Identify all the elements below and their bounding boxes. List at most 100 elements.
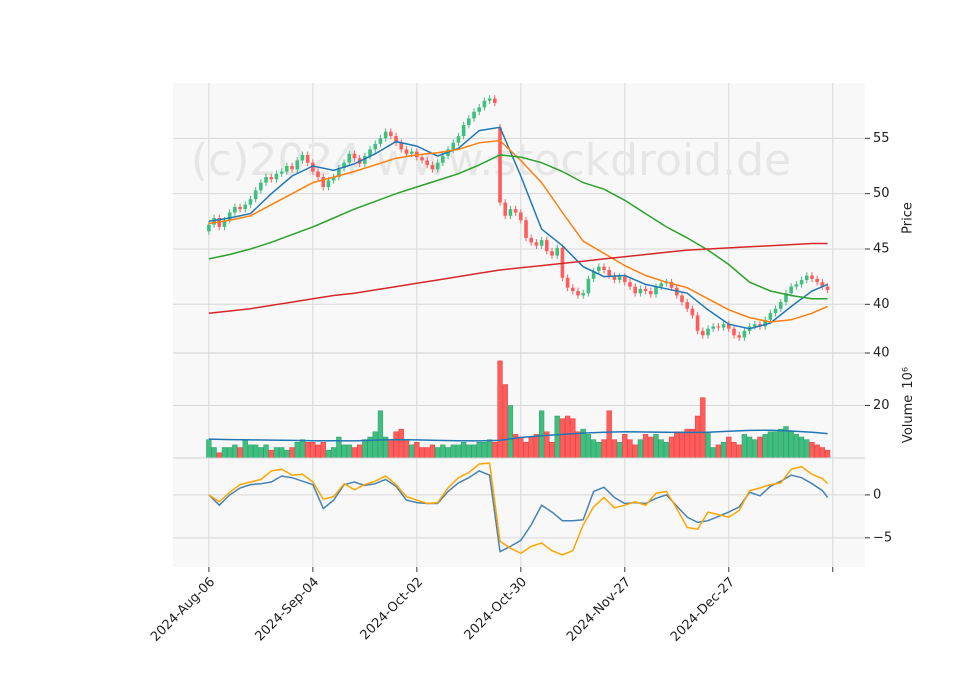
candle-body: [711, 326, 715, 329]
y-tick-label: 55: [873, 131, 890, 146]
candle-body: [253, 190, 258, 200]
candle-body: [633, 286, 637, 294]
x-tick-label: 2024-Sep-04: [252, 575, 322, 645]
volume-bar: [419, 447, 425, 459]
volume-bar: [767, 431, 774, 459]
volume-bar: [206, 439, 212, 459]
volume-bar: [502, 384, 508, 459]
candle-body: [467, 118, 471, 126]
volume-bar: [705, 431, 711, 459]
candle-body: [607, 270, 612, 276]
volume-bar: [632, 444, 638, 459]
candle-body: [441, 156, 445, 163]
volume-bar: [824, 449, 831, 459]
candle-body: [363, 156, 367, 164]
x-tick-label: 2024-Oct-30: [462, 575, 530, 643]
volume-bar: [263, 444, 269, 459]
candle-body: [513, 209, 518, 213]
volume-bar: [741, 434, 748, 459]
candle-body: [373, 143, 378, 150]
candle-body: [778, 302, 783, 309]
candle-body: [461, 125, 466, 137]
candle-body: [222, 220, 227, 227]
marks: [206, 95, 831, 556]
candle-body: [815, 278, 819, 283]
volume-bar: [549, 442, 555, 459]
candle-body: [752, 324, 757, 327]
candle-body: [623, 276, 627, 283]
volume-bar: [247, 444, 254, 459]
candle-body: [305, 154, 310, 163]
price-axis-label: Price: [901, 202, 916, 234]
volume-bar: [814, 444, 820, 459]
candle-body: [420, 157, 424, 161]
volume-bar: [648, 436, 654, 459]
volume-bar: [533, 434, 540, 459]
volume-bar: [388, 439, 394, 459]
volume-bar: [460, 442, 467, 459]
volume-bar: [819, 447, 826, 459]
indicator-line: [208, 470, 829, 553]
candle-body: [690, 308, 695, 316]
candle-body: [430, 164, 435, 170]
volume-bar: [408, 444, 415, 459]
candle-body: [732, 328, 736, 336]
volume-bar: [476, 442, 482, 459]
candle-body: [638, 288, 643, 294]
volume-bar: [492, 442, 498, 459]
candle-body: [316, 171, 320, 178]
volume-bar: [700, 397, 706, 459]
volume-bar: [622, 434, 628, 459]
volume-bar: [606, 410, 612, 459]
moving-average-line: [208, 126, 828, 330]
candle-body: [576, 291, 580, 296]
candle-body: [726, 324, 731, 329]
candle-body: [721, 324, 726, 328]
volume-bar: [772, 431, 779, 459]
candle-body: [404, 149, 409, 154]
volume-bar: [393, 431, 399, 459]
volume-bar: [715, 444, 722, 459]
candle-body: [498, 127, 502, 203]
candle-body: [331, 177, 336, 181]
volume-bar: [684, 428, 690, 459]
volume-bar: [746, 436, 753, 459]
candle-body: [529, 237, 534, 243]
volume-bar: [445, 447, 451, 459]
y-tick-label: 40: [873, 346, 890, 361]
volume-bar: [362, 439, 368, 459]
volume-bar: [757, 436, 763, 459]
candle-body: [207, 224, 211, 232]
volume-bar: [637, 439, 644, 459]
candle-body: [519, 212, 523, 221]
x-tick-label: 2024-Nov-27: [564, 575, 634, 645]
candle-body: [763, 319, 767, 327]
candle-body: [472, 111, 476, 119]
candle-body: [612, 275, 617, 280]
candle-body: [279, 171, 284, 174]
candle-body: [300, 154, 305, 161]
volume-bar: [372, 431, 378, 459]
volume-bar: [507, 405, 514, 459]
volume-bar: [559, 418, 566, 459]
volume-bar: [793, 434, 800, 459]
moving-average-line: [208, 139, 828, 323]
candle-body: [212, 218, 216, 225]
candle-body: [493, 98, 497, 103]
candle-body: [295, 160, 300, 170]
candle-body: [311, 162, 315, 172]
volume-bar: [424, 447, 430, 459]
candle-body: [482, 100, 487, 108]
candle-body: [628, 282, 632, 287]
candle-body: [825, 286, 830, 290]
candle-body: [503, 202, 508, 216]
candle-body: [545, 240, 549, 252]
volume-bar: [564, 415, 571, 459]
candle-body: [597, 266, 601, 272]
candle-body: [794, 284, 799, 287]
volume-bar: [762, 434, 768, 459]
volume-bar: [616, 442, 623, 459]
candle-body: [456, 136, 461, 143]
volume-bar: [227, 447, 233, 459]
candle-body: [264, 177, 268, 183]
